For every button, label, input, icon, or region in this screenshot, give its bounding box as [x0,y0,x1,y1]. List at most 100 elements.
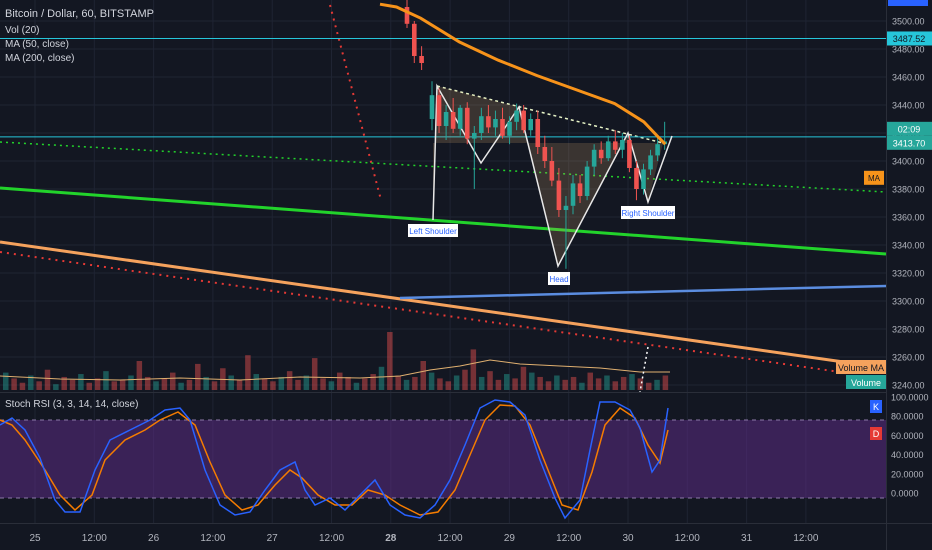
volume-bar [445,381,452,390]
volume-bar [153,381,159,390]
volume-bar [195,363,201,390]
volume-bar [554,375,560,390]
time-tick-label: 12:00 [319,533,344,544]
price-tag-text: 02:09 [898,124,921,134]
volume-bar [44,369,51,390]
volume-bar [203,376,209,390]
candle-body [641,169,646,189]
candle-body [634,168,639,189]
candle-body [528,119,533,131]
time-axis[interactable]: 25 12:00 26 12:00 27 12:00 28 12:00 29 12:00 30 12:… [29,533,818,544]
volume-bar [11,378,17,390]
stoch-axis[interactable]: 100.0000 80.0000 60.0000 40.0000 20.0000 0.00… [891,393,929,499]
volume-bar [579,382,585,390]
volume-bar [144,376,151,390]
volume-bar [178,382,184,390]
volume-bar [378,366,385,390]
candle-body [556,180,562,210]
volume-bar [545,381,552,390]
candle-body [443,112,449,126]
price-tick-label: 3340.00 [892,241,925,251]
volume-ma-line [0,359,670,381]
symbol-title[interactable]: Bitcoin / Dollar, 60, BITSTAMP [5,8,154,20]
candle-body [436,95,442,126]
candle-body [404,7,410,24]
time-tick-label: 29 [504,533,516,544]
volume-ma-legend: Volume MA [838,363,884,373]
volume-bar [412,376,418,390]
volume-bar [128,375,134,390]
volume-bar [186,379,193,390]
candle-body [479,116,484,133]
candle-body [472,133,477,139]
price-tick-label: 3480.00 [892,45,925,55]
volume-bar [78,374,84,390]
volume-bar [94,378,101,390]
volume-bar [612,381,619,390]
volume-bar [637,378,644,390]
ma-price-tag-text: MA [868,174,881,183]
volume-bar [328,381,335,390]
pane-separator [0,392,886,393]
green-support-trendline [0,186,887,256]
stoch-rsi-lines [0,399,669,520]
volume-bar [370,374,376,390]
candle-body [429,95,435,119]
price-axis-separator [886,0,887,550]
volume-bar [253,374,259,390]
candle-body [419,56,424,63]
price-tick-label: 3360.00 [892,213,925,223]
time-tick-label: 12:00 [438,533,463,544]
volume-bar [562,379,568,390]
pattern-labels: Left Shoulder Head Right Shoulder [408,206,675,285]
volume-bar [3,372,9,390]
stoch-title[interactable]: Stoch RSI (3, 3, 14, 14, close) [5,399,138,410]
candle-body [457,107,463,129]
candle-body [563,205,569,210]
price-tick-label: 3460.00 [892,73,925,83]
price-tag-text: 3487.52 [893,34,926,44]
scroll-indicator[interactable] [888,0,928,6]
chart-header: Bitcoin / Dollar, 60, BITSTAMP Vol (20) … [5,8,154,410]
price-tick-label: 3240.00 [892,381,925,391]
indicator-ma200[interactable]: MA (200, close) [5,53,74,64]
volume-bar [428,372,435,390]
volume-bar [69,379,76,390]
volume-bar [228,375,234,390]
volume-bar [303,375,310,390]
candle-body [412,23,417,56]
orange-trendline [0,240,887,370]
head-and-shoulders-fill [433,86,663,266]
indicator-ma50[interactable]: MA (50, close) [5,39,69,50]
volume-bar [161,378,168,390]
head-label: Head [549,275,568,284]
volume-legend: Volume MA Volume [836,360,886,389]
volume-bar [387,332,393,390]
volume-bar [337,372,343,390]
time-tick-label: 12:00 [793,533,818,544]
time-tick-label: 12:00 [82,533,107,544]
ma-price-tag [864,170,884,185]
candle-body [450,112,456,129]
volume-bar [504,374,510,390]
candle-body [464,107,470,139]
candle-body [591,149,597,167]
volume-bars [3,332,669,390]
stoch-tick-label: 60.0000 [891,431,924,441]
candle-body [613,141,618,150]
stoch-legend: K D [870,400,882,440]
time-tick-label: 12:00 [200,533,225,544]
candle-body [542,147,548,161]
volume-bar [261,378,268,390]
candle-body [535,119,541,147]
volume-bar [119,379,126,390]
volume-bar [595,378,602,390]
volume-bar [245,355,251,390]
volume-bar [420,361,426,390]
indicator-vol[interactable]: Vol (20) [5,25,39,36]
volume-bar [470,349,477,390]
volume-legend: Volume [851,378,881,388]
time-tick-label: 12:00 [556,533,581,544]
candle-body [648,155,653,170]
